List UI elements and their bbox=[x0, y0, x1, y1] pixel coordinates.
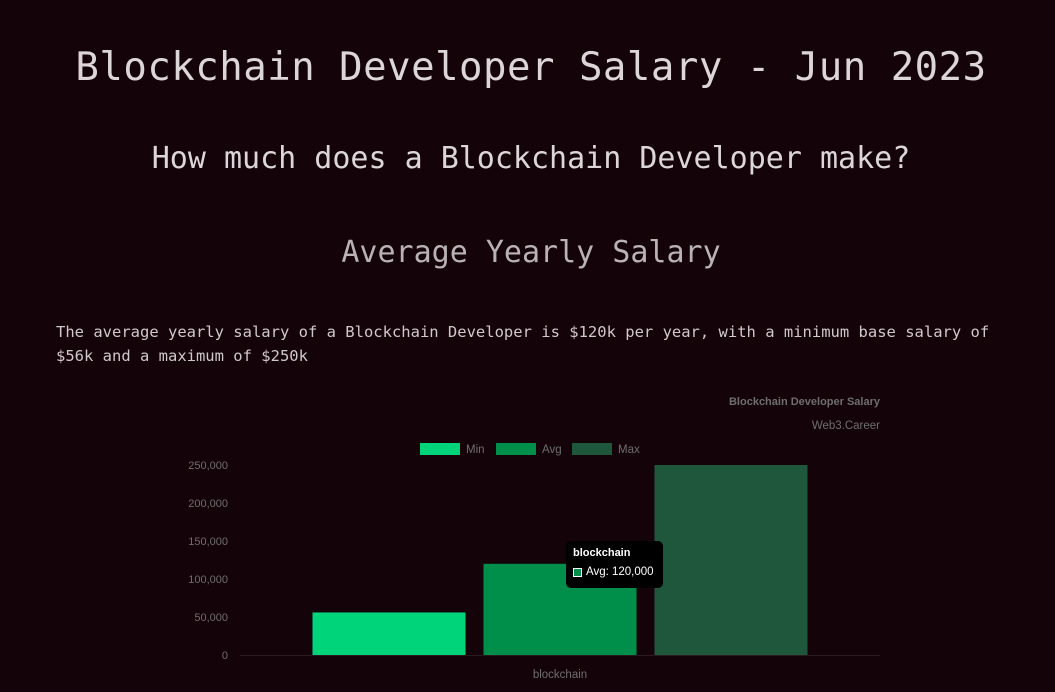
y-tick-label: 50,000 bbox=[194, 612, 228, 624]
page-subtitle: How much does a Blockchain Developer mak… bbox=[151, 141, 911, 176]
salary-summary-text: The average yearly salary of a Blockchai… bbox=[56, 323, 990, 365]
salary-chart: Blockchain Developer Salary Web3.Career Mi… bbox=[0, 385, 1055, 692]
y-tick-label: 150,000 bbox=[188, 536, 228, 548]
x-tick-label: blockchain bbox=[533, 669, 587, 681]
section-heading: Average Yearly Salary bbox=[341, 235, 721, 270]
chart-subtitle: Web3.Career bbox=[812, 420, 880, 432]
y-tick-label: 200,000 bbox=[188, 498, 228, 510]
legend-label-avg: Avg bbox=[542, 444, 562, 456]
y-tick-label: 100,000 bbox=[188, 574, 228, 586]
y-tick-label: 0 bbox=[222, 650, 228, 662]
chart-title: Blockchain Developer Salary bbox=[729, 396, 881, 408]
tooltip-title: blockchain bbox=[573, 547, 631, 559]
salary-chart-svg: Blockchain Developer Salary Web3.Career Mi… bbox=[188, 396, 881, 681]
page-title: Blockchain Developer Salary - Jun 2023 bbox=[75, 45, 987, 90]
tooltip-swatch bbox=[573, 568, 582, 577]
tooltip-value: Avg: 120,000 bbox=[586, 566, 654, 578]
legend-swatch-avg bbox=[496, 443, 536, 455]
legend-swatch-min bbox=[420, 443, 460, 455]
legend-swatch-max bbox=[572, 443, 612, 455]
y-tick-label: 250,000 bbox=[188, 460, 228, 472]
chart-tooltip: blockchain Avg: 120,000 bbox=[566, 541, 663, 588]
legend-label-max: Max bbox=[618, 444, 640, 456]
legend-label-min: Min bbox=[466, 444, 485, 456]
bar-max-blockchain bbox=[654, 465, 808, 655]
bar-min-blockchain bbox=[312, 612, 466, 655]
